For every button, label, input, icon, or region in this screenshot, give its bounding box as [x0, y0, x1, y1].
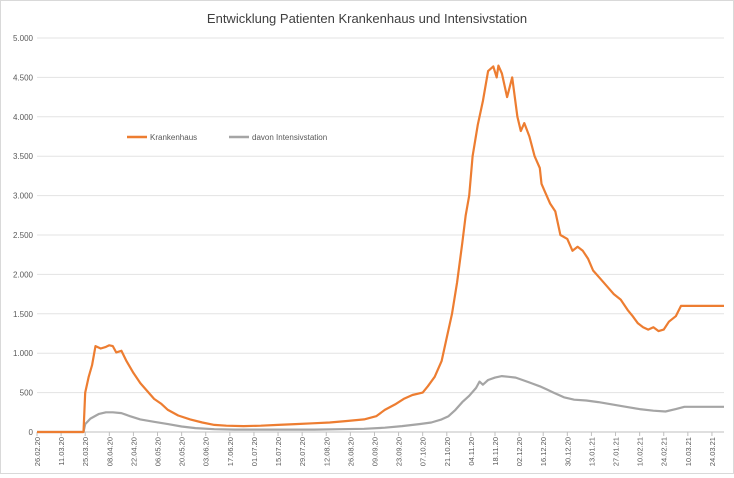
x-tick-label: 23.09.20 — [395, 437, 404, 466]
series-line-intensivstation — [37, 375, 724, 434]
y-tick-label: 0 — [29, 428, 34, 437]
x-tick-label: 12.08.20 — [322, 437, 331, 466]
y-tick-label: 500 — [20, 389, 34, 398]
x-tick-label: 02.12.20 — [515, 437, 524, 466]
series-line-krankenhaus — [37, 64, 724, 434]
x-tick-label: 21.10.20 — [443, 437, 452, 466]
series-lines — [37, 64, 724, 434]
x-axis: 26.02.20 11.03.20 25.03.20 08.04.20 22.04.20… — [33, 432, 717, 466]
x-tick-label: 26.02.20 — [33, 437, 42, 466]
x-tick-label: 13.01.21 — [587, 437, 596, 466]
legend-label-krankenhaus: Krankenhaus — [150, 133, 197, 142]
y-tick-label: 2.000 — [13, 270, 34, 279]
x-tick-label: 01.07.20 — [250, 437, 259, 466]
x-tick-label: 09.09.20 — [370, 437, 379, 466]
x-tick-label: 06.05.20 — [154, 437, 163, 466]
y-tick-label: 3.500 — [13, 152, 34, 161]
x-tick-label: 30.12.20 — [563, 437, 572, 466]
x-tick-label: 26.08.20 — [346, 437, 355, 466]
y-tick-label: 2.500 — [13, 231, 34, 240]
x-tick-label: 20.05.20 — [178, 437, 187, 466]
chart-title: Entwicklung Patienten Krankenhaus und In… — [207, 11, 527, 26]
x-tick-label: 25.03.20 — [81, 437, 90, 466]
y-tick-label: 1.500 — [13, 310, 34, 319]
x-tick-label: 03.06.20 — [202, 437, 211, 466]
gridlines — [37, 37, 724, 433]
x-tick-label: 17.06.20 — [226, 437, 235, 466]
y-axis: 0 500 1.000 1.500 2.000 2.500 3.000 3.500 4.000 4… — [13, 34, 34, 437]
x-tick-label: 18.11.20 — [491, 437, 500, 466]
x-tick-label: 24.02.21 — [660, 437, 669, 466]
x-tick-label: 07.10.20 — [419, 437, 428, 466]
x-tick-label: 11.03.20 — [57, 437, 66, 466]
x-tick-label: 04.11.20 — [467, 437, 476, 466]
y-tick-label: 5.000 — [13, 34, 34, 43]
x-tick-label: 10.02.21 — [636, 437, 645, 466]
x-tick-label: 27.01.21 — [612, 437, 621, 466]
x-tick-label: 08.04.20 — [105, 437, 114, 466]
x-tick-label: 29.07.20 — [298, 437, 307, 466]
legend: Krankenhaus davon Intensivstation — [127, 133, 327, 142]
y-tick-label: 4.000 — [13, 113, 34, 122]
y-tick-label: 1.000 — [13, 349, 34, 358]
x-tick-label: 15.07.20 — [274, 437, 283, 466]
y-tick-label: 3.000 — [13, 192, 34, 201]
x-tick-label: 10.03.21 — [684, 437, 693, 466]
legend-label-intensivstation: davon Intensivstation — [252, 133, 327, 142]
x-tick-label: 22.04.20 — [129, 437, 138, 466]
x-tick-label: 16.12.20 — [539, 437, 548, 466]
y-tick-label: 4.500 — [13, 73, 34, 82]
x-tick-label: 24.03.21 — [708, 437, 717, 466]
